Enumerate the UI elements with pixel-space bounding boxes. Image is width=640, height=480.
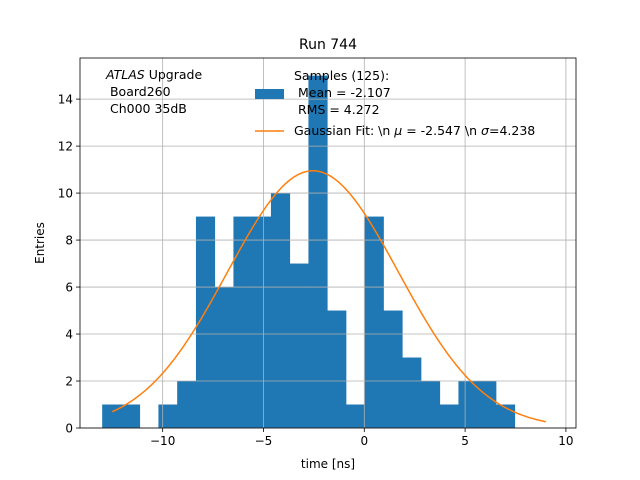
- histogram-bar: [420, 381, 441, 428]
- histogram-bar: [195, 216, 216, 428]
- y-tick-label: 14: [58, 93, 73, 107]
- legend-histogram-line-2: Mean = -2.107: [294, 85, 391, 100]
- x-axis-ticks: −10 −5 0 5 10: [150, 428, 574, 448]
- y-axis-label: Entries: [33, 222, 47, 264]
- histogram-bar: [364, 216, 384, 428]
- y-tick-label: 6: [65, 281, 73, 295]
- x-tick-label: 0: [360, 434, 368, 448]
- legend-histogram-line-3: RMS = 4.272: [294, 102, 380, 117]
- annotation-line-1: ATLAS Upgrade: [105, 67, 202, 82]
- histogram-bar: [233, 216, 253, 428]
- plot-frame: [79, 57, 577, 429]
- annotation-line-3: Ch000 35dB: [106, 101, 187, 116]
- y-tick-label: 0: [65, 422, 73, 436]
- y-tick-label: 4: [65, 328, 73, 342]
- histogram-bar: [177, 381, 197, 428]
- histogram-bar: [270, 193, 291, 428]
- y-tick-label: 10: [58, 187, 73, 201]
- legend: Samples (125): Mean = -2.107 RMS = 4.272…: [255, 68, 535, 138]
- histogram-bar: [477, 381, 497, 428]
- y-tick-label: 2: [65, 375, 73, 389]
- histogram-bar: [308, 75, 328, 428]
- histogram-bar: [289, 263, 309, 428]
- histogram-bar: [439, 404, 459, 428]
- y-tick-label: 12: [58, 140, 73, 154]
- annotation-line-2: Board260: [106, 84, 171, 99]
- histogram-bar: [402, 357, 422, 428]
- legend-histogram-line-1: Samples (125):: [294, 68, 389, 83]
- x-tick-label: 10: [558, 434, 573, 448]
- histogram-bar: [327, 310, 347, 428]
- y-tick-label: 8: [65, 234, 73, 248]
- chart-title: Run 744: [299, 37, 357, 53]
- x-tick-label: −10: [150, 434, 175, 448]
- histogram-bar: [458, 381, 478, 428]
- histogram-bar: [345, 404, 366, 428]
- histogram-bar: [158, 404, 178, 428]
- histogram-bar: [252, 216, 272, 428]
- legend-histogram-swatch: [255, 89, 284, 99]
- legend-fit-label: Gaussian Fit: \n μ = -2.547 \n σ=4.238: [294, 123, 535, 138]
- run-annotation: ATLAS Upgrade Board260 Ch000 35dB: [105, 67, 202, 116]
- histogram-bar: [383, 310, 403, 428]
- x-tick-label: −5: [255, 434, 273, 448]
- histogram-bar: [214, 287, 234, 428]
- x-axis-label: time [ns]: [301, 457, 355, 471]
- gaussian-fit-line: [111, 170, 546, 423]
- x-tick-label: 5: [461, 434, 469, 448]
- y-axis-ticks: 0 2 4 6 8 10 12 14: [58, 93, 80, 436]
- histogram-bars: [102, 75, 516, 428]
- histogram-bar: [120, 404, 141, 428]
